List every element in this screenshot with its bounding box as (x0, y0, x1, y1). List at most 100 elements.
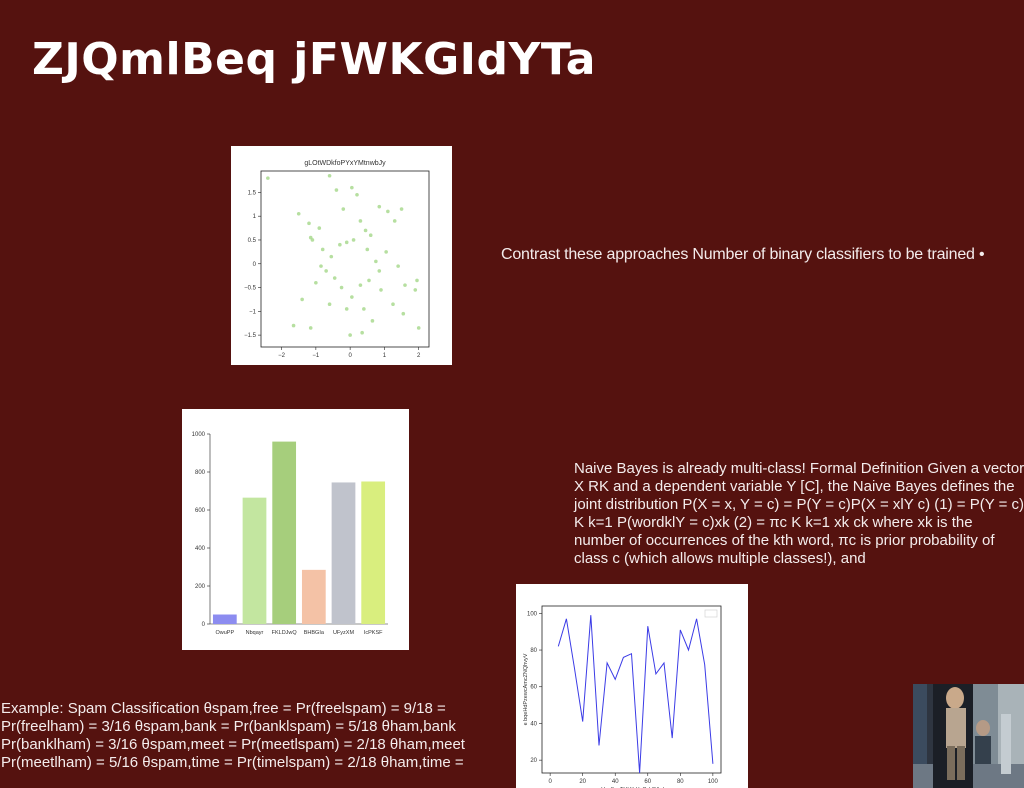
scatter-point (363, 228, 368, 233)
y-tick-label: 0 (202, 622, 206, 628)
scatter-chart: gLOtWDkfoPYxYMtnwbJy −2 −1 0 1 2 −1.5 −1 −0.5 0 0.… (231, 146, 452, 365)
scatter-point (392, 219, 397, 223)
y-tick-label: 400 (195, 546, 206, 552)
x-tick-label: 20 (579, 779, 586, 785)
x-tick-label: 0 (348, 353, 352, 359)
scatter-point (327, 302, 332, 306)
y-tick-label: 0 (253, 262, 257, 268)
y-tick-label: 40 (530, 721, 537, 727)
scatter-point (308, 326, 313, 330)
scatter-point (377, 269, 382, 273)
y-tick-label: 1000 (192, 432, 206, 438)
scatter-point (327, 173, 332, 178)
x-tick-label: Nbqayr (246, 630, 264, 636)
bar (272, 441, 297, 624)
scatter-point (360, 330, 364, 335)
scatter-point (358, 219, 363, 223)
scatter-point (403, 283, 407, 287)
y-axis-label: e bqeHdPzewcAmcZNQhvyV (523, 653, 529, 725)
x-tick-label: BHBGIa (304, 630, 325, 636)
scatter-point (379, 288, 383, 292)
x-tick-label: 100 (708, 779, 719, 785)
scatter-point (296, 212, 301, 216)
line-chart: 02040608010020406080100wHvsSzoTUUihHvCsb… (516, 584, 748, 788)
scatter-point (377, 204, 382, 209)
scatter-point (319, 264, 323, 268)
scatter-point (367, 278, 371, 283)
x-tick-label: IcPKSF (364, 630, 383, 636)
scatter-point (350, 185, 354, 190)
photo-thumbnail (913, 684, 1024, 788)
x-tick-label: 2 (417, 353, 421, 359)
bar (212, 614, 237, 624)
y-tick-label: −1.5 (244, 333, 257, 339)
scatter-point (374, 259, 378, 264)
y-tick-label: −1 (249, 309, 257, 315)
bar (301, 569, 326, 624)
scatter-point (329, 254, 334, 259)
y-tick-label: −0.5 (244, 286, 257, 292)
y-tick-label: 80 (530, 648, 537, 654)
scatter-point (334, 188, 339, 192)
scatter-point (362, 307, 366, 311)
scatter-point (350, 295, 354, 299)
scatter-point (310, 238, 315, 242)
legend-box (704, 609, 718, 618)
x-tick-label: 1 (383, 353, 387, 359)
y-tick-label: 100 (527, 611, 538, 617)
y-tick-label: 0.5 (248, 238, 257, 244)
scatter-point (314, 280, 318, 285)
naive-bayes-text: Naive Bayes is already multi-class! Form… (574, 460, 1024, 567)
x-tick-label: 40 (612, 779, 619, 785)
scatter-point (384, 250, 388, 254)
scatter-point (338, 242, 342, 247)
y-tick-label: 600 (195, 508, 206, 514)
scatter-point (396, 264, 400, 268)
scatter-point (413, 288, 418, 292)
line-series (557, 615, 714, 774)
scatter-point (399, 207, 404, 211)
x-tick-label: 0 (548, 779, 552, 785)
y-tick-label: 200 (195, 584, 206, 590)
contrast-text: Contrast these approaches Number of bina… (501, 246, 985, 263)
bar-chart: 0 200 400 600 800 1000 OwuPP Nbqayr FKLDJwQ BHBGI… (182, 409, 409, 650)
scatter-point (355, 192, 359, 197)
y-tick-label: 1 (253, 214, 257, 220)
bar (361, 481, 386, 624)
scatter-point (348, 333, 352, 337)
scatter-point (320, 247, 325, 252)
x-tick-label: 80 (677, 779, 684, 785)
scatter-point (368, 233, 373, 238)
y-tick-label: 20 (530, 758, 537, 764)
plot-frame (541, 605, 722, 774)
scatter-point (339, 285, 344, 290)
scatter-point (324, 269, 328, 273)
scatter-point (351, 238, 356, 242)
scatter-point (391, 302, 395, 306)
scatter-point (416, 326, 421, 330)
scatter-point (291, 323, 296, 328)
x-tick-label: 60 (644, 779, 651, 785)
scatter-point (370, 319, 375, 323)
spam-example-text: Example: Spam Classification θspam,free … (1, 700, 465, 771)
x-tick-label: OwuPP (216, 630, 235, 636)
scatter-point (317, 226, 322, 230)
scatter-point (365, 247, 370, 252)
scatter-point (332, 276, 337, 280)
y-tick-label: 60 (530, 685, 537, 691)
scatter-point (344, 240, 349, 245)
y-tick-label: 800 (195, 470, 206, 476)
bar (331, 482, 356, 624)
slide-title: ZJQmlBeq jFWKGIdYTa (32, 34, 596, 85)
y-tick-label: 1.5 (248, 190, 257, 196)
x-tick-label: −1 (312, 353, 320, 359)
x-tick-label: FKLDJwQ (272, 630, 298, 636)
scatter-point (341, 207, 346, 211)
scatter-point (358, 283, 363, 287)
chart-title: gLOtWDkfoPYxYMtnwbJy (304, 160, 386, 167)
scatter-point (415, 278, 419, 283)
scatter-point (401, 311, 406, 316)
plot-frame (260, 170, 430, 348)
x-tick-label: UFyzXM (333, 630, 355, 636)
x-tick-label: −2 (278, 353, 286, 359)
